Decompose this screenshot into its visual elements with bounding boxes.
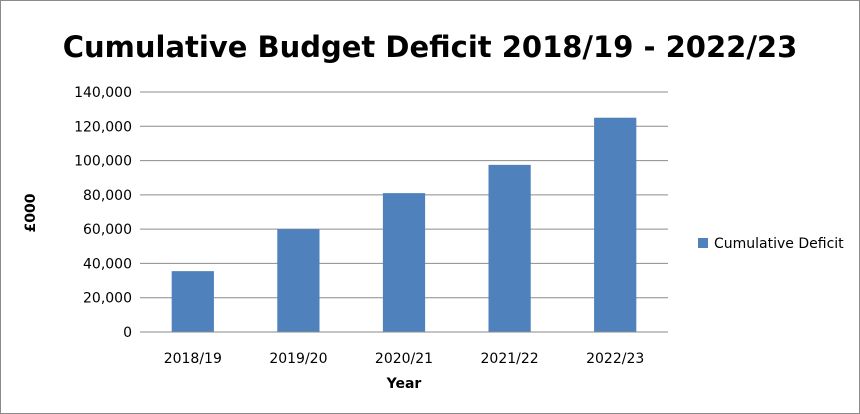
y-tick-label: 100,000 (74, 154, 132, 170)
bar-2019-20 (277, 229, 320, 332)
x-axis-title: Year (386, 376, 422, 392)
y-tick-label: 0 (123, 325, 132, 341)
x-tick-label: 2019/20 (269, 351, 327, 367)
bar-2021-22 (488, 164, 531, 332)
x-tick-label: 2021/22 (481, 351, 539, 367)
y-tick-label: 80,000 (83, 188, 132, 204)
x-tick-label: 2018/19 (164, 351, 222, 367)
legend: Cumulative Deficit (698, 236, 844, 252)
bar-2022-23 (594, 117, 637, 332)
y-axis-tick-labels: 0 20,000 40,000 60,000 80,000 100,000 120,000 1… (74, 85, 132, 341)
legend-label: Cumulative Deficit (714, 236, 844, 252)
bars (171, 117, 637, 332)
x-tick-label: 2022/23 (586, 351, 644, 367)
y-tick-label: 20,000 (83, 291, 132, 307)
y-tick-label: 120,000 (74, 119, 132, 135)
bar-2018-19 (171, 271, 214, 332)
legend-swatch (698, 238, 708, 248)
x-axis-tick-labels: 2018/19 2019/20 2020/21 2021/22 2022/23 (164, 351, 645, 367)
y-tick-label: 40,000 (83, 256, 132, 272)
chart-title: Cumulative Budget Deficit 2018/19 - 2022… (63, 30, 798, 64)
bar-2020-21 (382, 193, 426, 332)
y-tick-label: 140,000 (74, 85, 132, 101)
x-tick-label: 2020/21 (375, 351, 433, 367)
y-axis-title: £000 (23, 193, 39, 232)
y-tick-label: 60,000 (83, 222, 132, 238)
